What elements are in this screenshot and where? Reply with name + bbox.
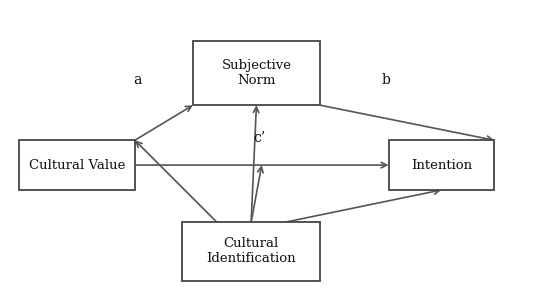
FancyBboxPatch shape: [389, 140, 494, 190]
Text: Subjective
Norm: Subjective Norm: [222, 59, 292, 87]
Text: a: a: [134, 73, 142, 87]
FancyBboxPatch shape: [19, 140, 135, 190]
FancyBboxPatch shape: [193, 41, 320, 105]
Text: Cultural
Identification: Cultural Identification: [206, 237, 296, 265]
Text: b: b: [381, 73, 390, 87]
Text: c’: c’: [253, 131, 265, 145]
FancyBboxPatch shape: [183, 222, 320, 281]
Text: Intention: Intention: [411, 159, 472, 172]
Text: Cultural Value: Cultural Value: [29, 159, 125, 172]
